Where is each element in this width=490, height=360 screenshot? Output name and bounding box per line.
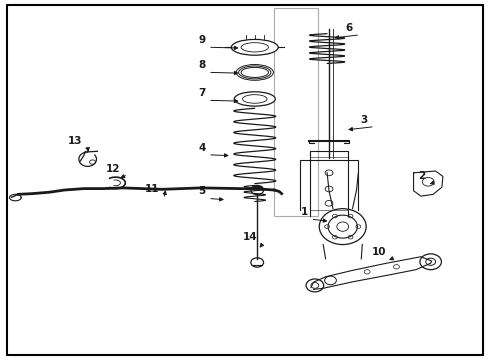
Text: 14: 14 [243,233,257,242]
Text: 2: 2 [418,171,426,181]
Text: 10: 10 [372,247,387,257]
Text: 8: 8 [198,60,206,70]
Text: 4: 4 [198,143,206,153]
Text: 6: 6 [345,23,352,33]
Circle shape [325,276,336,285]
Circle shape [420,254,441,270]
Circle shape [251,185,264,195]
Text: 5: 5 [198,186,206,197]
Text: 1: 1 [301,207,309,217]
Circle shape [251,258,264,267]
Ellipse shape [234,92,275,106]
Ellipse shape [231,40,278,55]
Text: 3: 3 [360,115,367,125]
Text: 9: 9 [199,35,206,45]
Text: 11: 11 [145,184,159,194]
Text: 13: 13 [68,136,83,145]
Text: 7: 7 [198,88,206,98]
Bar [274,8,318,216]
Text: 12: 12 [106,163,121,174]
Polygon shape [311,257,432,289]
Ellipse shape [319,209,366,244]
Circle shape [306,279,324,292]
